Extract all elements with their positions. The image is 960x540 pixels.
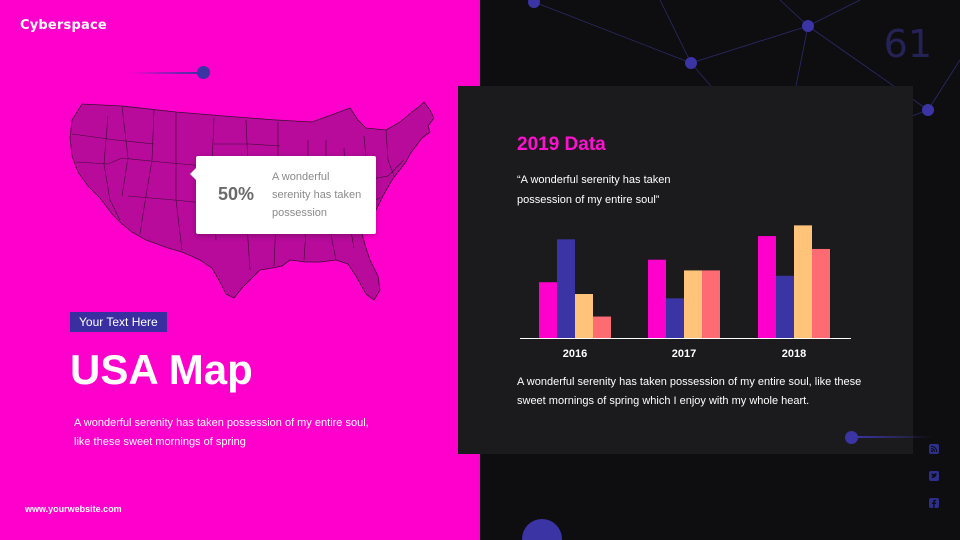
text-tag: Your Text Here [70, 312, 167, 332]
facebook-icon[interactable] [929, 498, 939, 508]
card-quote: “A wonderful serenity has taken possessi… [517, 174, 671, 206]
brand-logo: Cyberspace [20, 18, 107, 33]
bar-2017-s3 [684, 270, 702, 338]
decorative-circle [522, 519, 562, 540]
stat-callout: 50% A wonderful serenity has taken posse… [190, 156, 376, 234]
left-panel: Cyberspace [0, 0, 480, 540]
callout-percent: 50% [218, 184, 255, 204]
bar-2016-s1 [539, 282, 557, 338]
card-title: 2019 Data [517, 134, 606, 155]
bar-2018-s2 [776, 275, 794, 338]
subtitle: A wonderful serenity has taken possessio… [74, 417, 369, 448]
bar-2016-s2 [557, 239, 575, 338]
bar-2017-s2 [666, 298, 684, 338]
accent-dot-bottom [845, 431, 858, 444]
page-number: 61 [883, 22, 932, 66]
bar-2018-s3 [794, 225, 812, 338]
bar-2016-s3 [575, 294, 593, 338]
website-link[interactable]: www.yourwebsite.com [25, 504, 122, 514]
data-card: 2019 Data “A wonderful serenity has take… [458, 86, 913, 454]
page-title: USA Map [70, 346, 253, 393]
accent-line-bottom [855, 436, 933, 438]
accent-dot [197, 66, 210, 79]
bar-2018-s1 [758, 236, 776, 338]
callout-text: A wonderful serenity has taken possessio… [272, 171, 362, 219]
bar-2017-s1 [648, 259, 666, 338]
bar-2016-s4 [593, 316, 611, 338]
bar-chart: 2016 2017 2018 [520, 225, 851, 360]
twitter-icon[interactable] [929, 471, 939, 481]
accent-line [130, 72, 200, 74]
bar-2017-s4 [702, 270, 720, 338]
x-tick-label: 2018 [782, 348, 806, 360]
card-body: A wonderful serenity has taken possessio… [517, 376, 862, 407]
x-tick-label: 2017 [672, 348, 696, 360]
bar-2018-s4 [812, 248, 830, 338]
x-tick-label: 2016 [563, 348, 587, 360]
rss-icon[interactable] [929, 444, 939, 454]
